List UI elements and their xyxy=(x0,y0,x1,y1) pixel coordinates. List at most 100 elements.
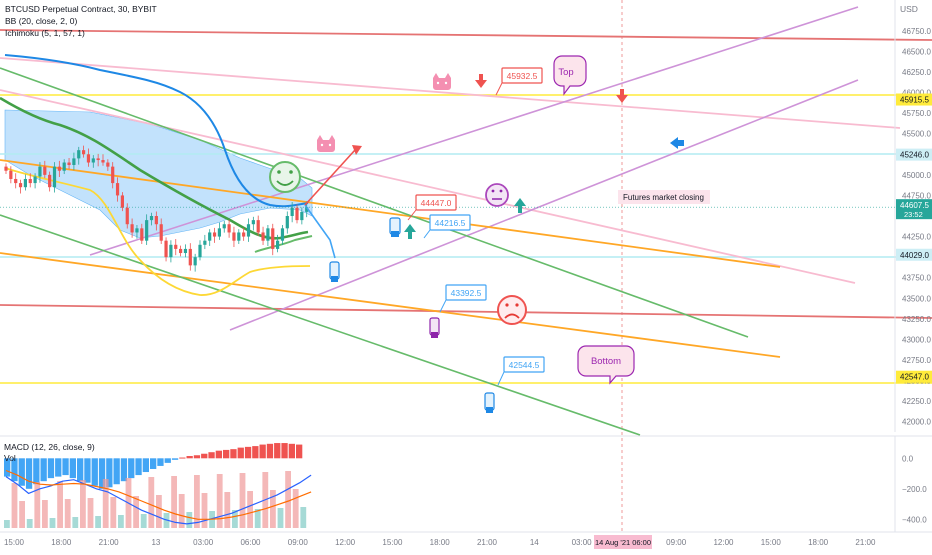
label-42544[interactable]: 42544.5 xyxy=(497,356,545,386)
time-tick-label: 14 xyxy=(530,538,539,547)
macd-histogram-bar xyxy=(288,443,295,459)
time-tick-label: 21:00 xyxy=(477,538,498,547)
macd-histogram-bar xyxy=(296,444,303,459)
current-price-time: 23:52 xyxy=(904,210,923,219)
callout-top[interactable]: Top xyxy=(553,55,587,96)
volume-bar xyxy=(95,516,101,528)
volume-bar xyxy=(232,510,238,528)
macd-histogram-bar xyxy=(18,458,25,486)
callout-bottom[interactable]: Bottom xyxy=(577,345,635,385)
time-tick-label: 21:00 xyxy=(855,538,876,547)
candle xyxy=(183,244,188,258)
price-tick-label: 42000.0 xyxy=(902,418,931,427)
label-44216[interactable]: 44216.5 xyxy=(423,214,471,239)
purple-line-lower xyxy=(229,79,859,331)
candle xyxy=(290,202,294,223)
candle xyxy=(18,179,23,194)
candle xyxy=(86,148,91,167)
macd-histogram-bar xyxy=(4,458,11,477)
orange-line-upper xyxy=(0,159,781,268)
macd-histogram-bar xyxy=(193,455,201,459)
macd-histogram-bar xyxy=(33,458,40,485)
projection-down-blue xyxy=(304,204,336,259)
pointing-hand-icon xyxy=(484,392,495,413)
macd-histogram-bar xyxy=(266,443,274,459)
candle xyxy=(280,225,285,245)
price-badge: 42547.0 xyxy=(896,370,932,383)
macd-histogram-bar xyxy=(230,449,237,459)
candle xyxy=(91,155,95,168)
time-tick-label: 13 xyxy=(151,538,160,547)
support-line-red xyxy=(0,304,932,319)
candle xyxy=(72,152,76,171)
legend-bb: BB (20, close, 2, 0) xyxy=(5,16,77,26)
macd-histogram-bar xyxy=(201,453,208,459)
neutral-face-icon xyxy=(485,183,509,207)
price-tick-label: 43250.0 xyxy=(902,315,931,324)
candle xyxy=(125,203,129,229)
volume-bar xyxy=(254,509,261,528)
volume-bar xyxy=(186,512,193,528)
macd-histogram-bar xyxy=(142,458,149,473)
candle xyxy=(62,159,66,175)
candle xyxy=(169,240,173,263)
candle xyxy=(271,223,275,256)
pink-channel-upper xyxy=(0,57,901,129)
candle xyxy=(130,218,134,238)
macd-histogram-bar xyxy=(11,458,18,482)
volume-bar xyxy=(72,517,79,528)
macd-legend: MACD (12, 26, close, 9) xyxy=(4,442,95,452)
time-tick-label: 03:00 xyxy=(572,538,593,547)
candle xyxy=(295,204,299,224)
candle xyxy=(9,166,13,184)
volume-bar xyxy=(57,481,63,528)
time-tick-label: 18:00 xyxy=(430,538,451,547)
price-tick-label: 45750.0 xyxy=(902,109,931,118)
volume-bar xyxy=(178,494,185,528)
candle xyxy=(232,226,236,247)
currency-label: USD xyxy=(900,4,918,14)
pointing-hand-icon xyxy=(389,217,401,237)
candle xyxy=(120,192,124,212)
candle xyxy=(106,159,110,171)
candle xyxy=(242,227,246,241)
macd-histogram-bar xyxy=(150,458,157,469)
arrow-up-icon xyxy=(514,198,526,213)
candle xyxy=(285,211,289,234)
price-tick-label: 42750.0 xyxy=(902,356,931,365)
candle xyxy=(300,207,304,225)
candle xyxy=(101,154,105,166)
candle xyxy=(140,223,144,244)
price-tick-label: 46250.0 xyxy=(902,68,931,77)
signal-line xyxy=(5,469,312,520)
candle xyxy=(52,162,57,193)
volume-bar xyxy=(64,499,71,528)
candle xyxy=(135,225,139,239)
label-45932[interactable]: 45932.5 xyxy=(495,67,543,96)
volume-bar xyxy=(19,501,25,528)
futures-note: Futures market closing xyxy=(623,193,704,202)
label-42544-text: 42544.5 xyxy=(509,360,540,370)
volume-bar xyxy=(102,479,109,528)
macd-histogram-bar xyxy=(113,458,120,485)
price-tick-label: 46750.0 xyxy=(902,27,931,36)
orange-line-lower xyxy=(0,252,781,358)
label-43392[interactable]: 43392.5 xyxy=(439,284,487,313)
happy-face-icon xyxy=(269,161,301,193)
candle xyxy=(154,211,158,231)
price-tick-label: 44250.0 xyxy=(902,233,931,242)
candle xyxy=(237,229,241,244)
candle xyxy=(14,173,18,189)
label-45932-text: 45932.5 xyxy=(507,71,538,81)
price-badge: 45246.0 xyxy=(896,148,932,161)
candle xyxy=(217,222,221,240)
label-44447[interactable]: 44447.0 xyxy=(407,194,457,221)
arrow-left-icon xyxy=(670,137,684,149)
label-44447-text: 44447.0 xyxy=(421,198,452,208)
price-tick-label: 43000.0 xyxy=(902,335,931,344)
candle xyxy=(251,216,255,231)
cat-icon xyxy=(317,135,335,152)
macd-histogram-bar xyxy=(98,458,106,489)
